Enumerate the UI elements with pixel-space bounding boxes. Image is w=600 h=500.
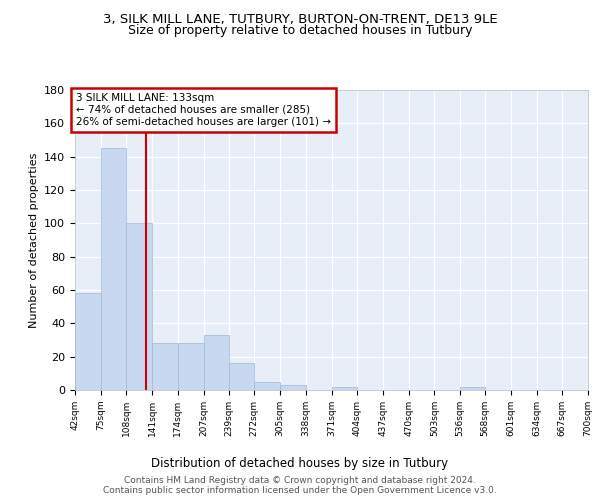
Text: 3, SILK MILL LANE, TUTBURY, BURTON-ON-TRENT, DE13 9LE: 3, SILK MILL LANE, TUTBURY, BURTON-ON-TR… bbox=[103, 12, 497, 26]
Bar bbox=[152, 344, 178, 390]
Bar bbox=[127, 224, 152, 390]
Bar bbox=[254, 382, 280, 390]
Bar bbox=[75, 294, 101, 390]
Y-axis label: Number of detached properties: Number of detached properties bbox=[29, 152, 38, 328]
Text: Contains HM Land Registry data © Crown copyright and database right 2024.
Contai: Contains HM Land Registry data © Crown c… bbox=[103, 476, 497, 495]
Bar bbox=[588, 386, 600, 390]
Bar bbox=[331, 386, 357, 390]
Bar bbox=[101, 148, 127, 390]
Bar bbox=[203, 335, 229, 390]
Bar bbox=[280, 385, 306, 390]
Bar bbox=[229, 364, 254, 390]
Text: Distribution of detached houses by size in Tutbury: Distribution of detached houses by size … bbox=[151, 458, 449, 470]
Text: Size of property relative to detached houses in Tutbury: Size of property relative to detached ho… bbox=[128, 24, 472, 37]
Bar bbox=[178, 344, 203, 390]
Bar bbox=[460, 386, 485, 390]
Text: 3 SILK MILL LANE: 133sqm
← 74% of detached houses are smaller (285)
26% of semi-: 3 SILK MILL LANE: 133sqm ← 74% of detach… bbox=[76, 94, 331, 126]
